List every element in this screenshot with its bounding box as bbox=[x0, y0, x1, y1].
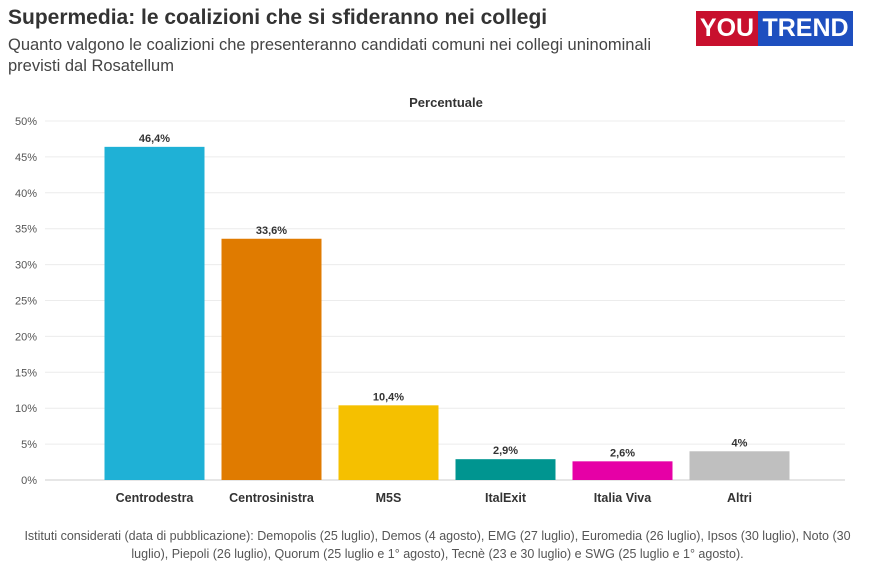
data-label: 4% bbox=[732, 437, 748, 449]
bar-chart: Percentuale 0% 5% 10% 15% 20% 25% 30% 35% 40% 45%… bbox=[15, 95, 845, 505]
footer-note: Istituti considerati (data di pubblicazi… bbox=[24, 529, 851, 561]
y-tick-label: 5% bbox=[21, 439, 37, 451]
logo-trend: TREND bbox=[758, 11, 853, 46]
logo-you: YOU bbox=[696, 11, 758, 46]
data-label: 2,6% bbox=[610, 447, 635, 459]
y-tick-label: 40% bbox=[15, 188, 37, 200]
x-tick-label: Italia Viva bbox=[594, 491, 652, 505]
data-label: 10,4% bbox=[373, 391, 404, 403]
data-label: 33,6% bbox=[256, 225, 287, 237]
y-tick-label: 45% bbox=[15, 152, 37, 164]
chart-subtitle: Quanto valgono le coalizioni che present… bbox=[8, 36, 651, 75]
x-tick-label: Centrodestra bbox=[116, 491, 195, 505]
data-label: 46,4% bbox=[139, 133, 170, 145]
y-tick-label: 30% bbox=[15, 260, 37, 272]
x-tick-label: ItalExit bbox=[485, 491, 527, 505]
youtrend-logo: YOU TREND bbox=[696, 11, 853, 46]
y-tick-label: 20% bbox=[15, 331, 37, 343]
bar-centrosinistra bbox=[221, 238, 322, 480]
bar-centrodestra bbox=[104, 146, 205, 480]
y-tick-label: 15% bbox=[15, 367, 37, 379]
bar-altri bbox=[689, 451, 790, 480]
y-tick-label: 35% bbox=[15, 224, 37, 236]
y-tick-label: 10% bbox=[15, 403, 37, 415]
y-tick-label: 50% bbox=[15, 116, 37, 128]
bar-m5s bbox=[338, 405, 439, 480]
bar-italia-viva bbox=[572, 461, 673, 480]
x-tick-label: Centrosinistra bbox=[229, 491, 315, 505]
x-tick-label: M5S bbox=[376, 491, 402, 505]
y-tick-label: 0% bbox=[21, 475, 37, 487]
x-tick-label: Altri bbox=[727, 491, 752, 505]
bar-italexit bbox=[455, 459, 556, 480]
chart-panel-title: Percentuale bbox=[409, 95, 483, 110]
chart-title: Supermedia: le coalizioni che si sfidera… bbox=[8, 6, 548, 29]
data-label: 2,9% bbox=[493, 445, 518, 457]
y-tick-label: 25% bbox=[15, 296, 37, 308]
